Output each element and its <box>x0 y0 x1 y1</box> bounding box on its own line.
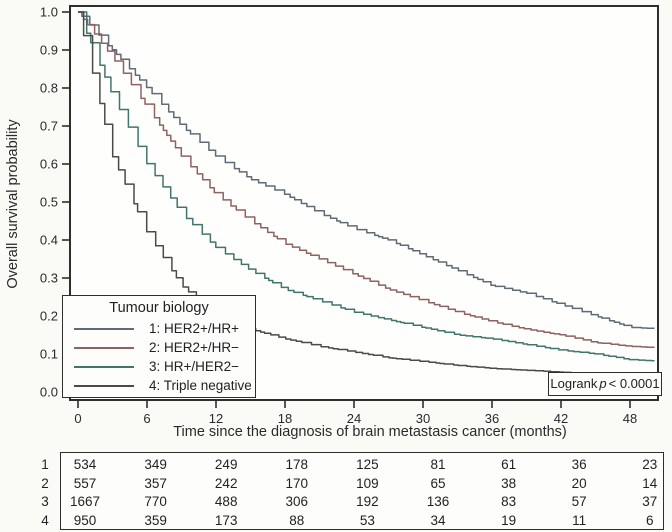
x-axis-tick-label: 48 <box>623 411 637 426</box>
y-axis-tick-label: 0.0 <box>40 385 58 400</box>
risk-table-row-label: 3 <box>41 494 49 510</box>
risk-table-cell: 125 <box>356 457 379 472</box>
risk-table-cell: 109 <box>356 475 379 491</box>
risk-table-cell: 306 <box>285 494 309 510</box>
legend-entry-4: 4: Triple negative <box>69 376 252 395</box>
risk-table-cell: 20 <box>571 475 587 491</box>
curve-group-2 <box>78 11 655 348</box>
y-axis-tick-label: 1.0 <box>40 5 58 20</box>
legend-line-swatch <box>74 327 134 330</box>
legend-line-swatch <box>74 384 134 387</box>
x-axis-tick-label: 12 <box>209 411 223 426</box>
risk-table-cell: 23 <box>642 457 658 472</box>
legend-entry-label: 3: HR+/HER2− <box>149 359 240 374</box>
risk-table-cell: 6 <box>646 512 654 528</box>
risk-table-cell: 242 <box>214 475 238 491</box>
legend-entry-3: 3: HR+/HER2− <box>69 357 249 376</box>
risk-table-cell: 770 <box>144 494 167 510</box>
legend-title: Tumour biology <box>109 300 209 316</box>
risk-table-cell: 61 <box>501 457 517 472</box>
risk-table-row-label: 4 <box>41 512 49 528</box>
y-axis-tick-label: 0.5 <box>40 195 58 210</box>
risk-table-cell: 57 <box>571 494 587 510</box>
risk-table-cell: 81 <box>430 457 446 472</box>
y-axis-tick-label: 0.9 <box>40 43 58 58</box>
legend-entry-label: 2: HER2+/HR− <box>149 340 240 355</box>
legend-entries: 1: HER2+/HR+ 2: HER2+/HR− 3: HR+/HER2− 4: T… <box>69 319 252 395</box>
risk-table-cell: 349 <box>144 457 167 472</box>
risk-table-row-label: 2 <box>41 475 49 491</box>
legend-entry-label: 1: HER2+/HR+ <box>149 321 240 336</box>
legend-line-swatch <box>74 346 134 349</box>
y-axis-tick-label: 0.6 <box>40 157 58 172</box>
x-axis-tick-label: 6 <box>143 411 150 426</box>
risk-table-cell: 488 <box>214 494 238 510</box>
y-axis-tick-label: 0.1 <box>40 347 58 362</box>
risk-table-cell: 83 <box>501 494 517 510</box>
y-axis-ticks: 1.0 0.9 0.8 0.7 0.6 0.5 0.4 0.3 0.2 0.1 0.0 <box>40 5 70 400</box>
legend-box: Tumour biology 1: HER2+/HR+ 2: HER2+/HR− 3… <box>62 295 256 398</box>
y-axis-tick-label: 0.7 <box>40 119 58 134</box>
legend-entry-2: 2: HER2+/HR− <box>69 338 249 357</box>
risk-table-cell: 37 <box>642 494 658 510</box>
plot-border <box>69 5 659 401</box>
risk-table-cell: 950 <box>73 512 97 528</box>
x-axis-tick-label: 24 <box>347 411 361 426</box>
legend-entry-1: 1: HER2+/HR+ <box>69 319 249 338</box>
risk-table-cell: 178 <box>285 457 309 472</box>
x-axis-ticks: 0 6 12 18 24 30 36 42 48 <box>74 400 637 426</box>
y-axis-tick-label: 0.4 <box>40 233 58 248</box>
legend-line-swatch <box>74 365 134 368</box>
risk-table-cell: 11 <box>572 512 587 528</box>
risk-table-cell: 136 <box>426 494 450 510</box>
risk-table-cell: 357 <box>144 475 167 491</box>
y-axis-label: Overall survival probability <box>5 119 21 289</box>
y-axis-tick-label: 0.2 <box>40 309 58 324</box>
risk-table-cell: 38 <box>501 475 517 491</box>
risk-table-cell: 34 <box>430 512 446 528</box>
risk-table-box <box>60 452 664 530</box>
risk-table-cell: 192 <box>356 494 379 510</box>
logrank-text: Logrank <box>550 376 598 391</box>
curve-group-1 <box>78 11 655 330</box>
risk-table-cell: 534 <box>73 457 97 472</box>
curve-group-3 <box>78 11 655 362</box>
y-axis-tick-label: 0.8 <box>40 81 58 96</box>
risk-table-cell: 14 <box>642 475 658 491</box>
risk-table-cell: 249 <box>214 457 238 472</box>
x-axis-label: Time since the diagnosis of brain metast… <box>173 424 567 440</box>
risk-table-cell: 359 <box>144 512 167 528</box>
legend-entry-label: 4: Triple negative <box>149 378 252 393</box>
x-axis-tick-label: 0 <box>74 411 81 426</box>
x-axis-tick-label: 30 <box>416 411 430 426</box>
risk-table-cell: 1667 <box>69 494 101 510</box>
logrank-value: < 0.0001 <box>608 376 660 391</box>
risk-table-cell: 65 <box>430 475 446 491</box>
x-axis-tick-label: 36 <box>485 411 499 426</box>
logrank-p: p <box>599 376 607 391</box>
y-axis-tick-label: 0.3 <box>40 271 58 286</box>
risk-table-cell: 36 <box>571 457 587 472</box>
risk-table-cell: 557 <box>73 475 97 491</box>
risk-table-cell: 53 <box>359 512 375 528</box>
risk-table-cell: 170 <box>285 475 309 491</box>
logrank-annotation: Logrank p < 0.0001 <box>548 372 662 396</box>
x-axis-tick-label: 18 <box>278 411 292 426</box>
risk-table-cell: 173 <box>214 512 238 528</box>
risk-table-row-label: 1 <box>41 457 49 472</box>
x-axis-tick-label: 42 <box>554 411 568 426</box>
risk-table-cell: 88 <box>289 512 305 528</box>
risk-table-cell: 19 <box>501 512 517 528</box>
